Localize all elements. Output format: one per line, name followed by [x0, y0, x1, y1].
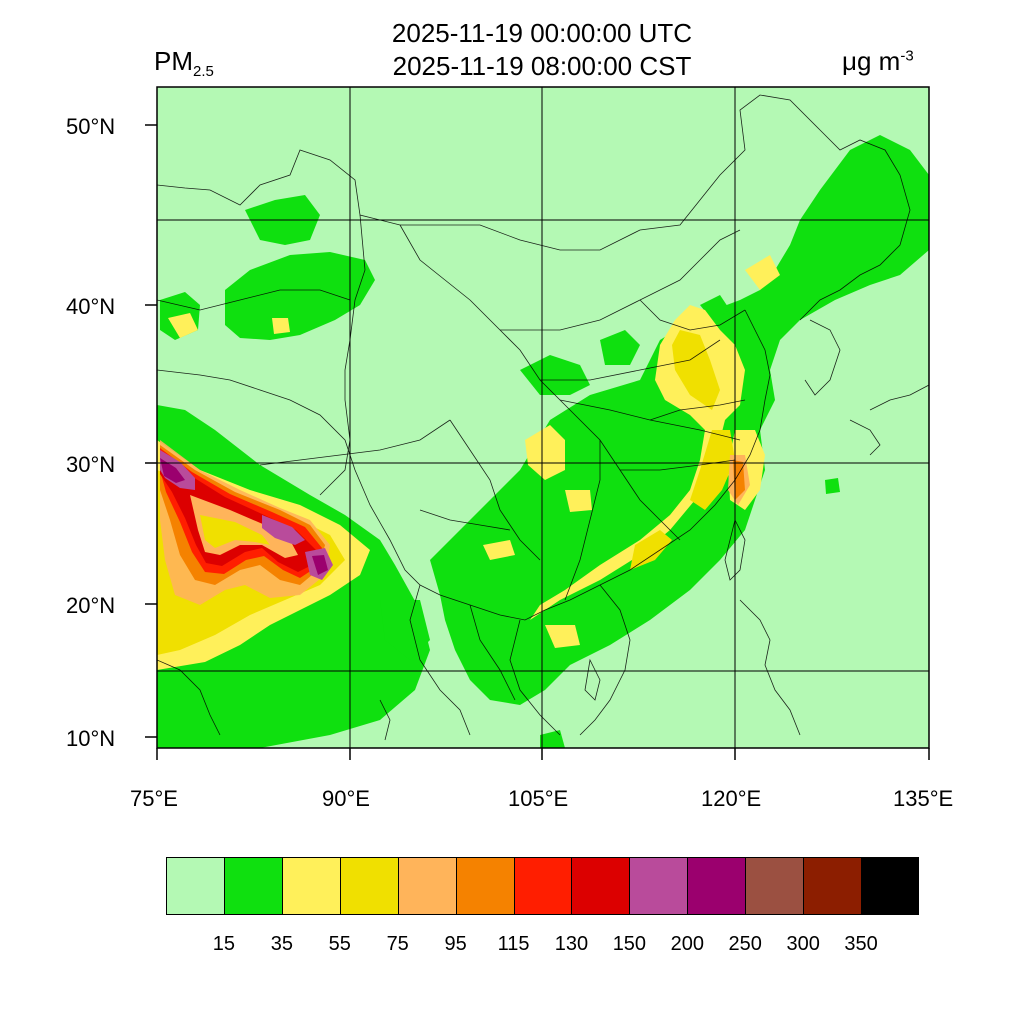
- colorbar-swatch: [861, 857, 920, 915]
- title-utc: 2025-11-19 00:00:00 UTC: [391, 18, 693, 48]
- colorbar-label: 15: [212, 933, 236, 955]
- colorbar-swatch: [687, 857, 746, 915]
- lat-label-20: 20°N: [66, 593, 116, 618]
- colorbar-swatch: [745, 857, 804, 915]
- units-label: μg m-3: [842, 48, 914, 74]
- colorbar-label: 75: [386, 933, 409, 955]
- colorbar-label: 250: [728, 933, 762, 955]
- colorbar-label: 200: [670, 933, 704, 955]
- colorbar-swatch: [339, 857, 399, 915]
- axis-ticks: [145, 124, 930, 760]
- colorbar-label: 55: [328, 933, 351, 955]
- colorbar-label: 350: [844, 933, 878, 955]
- units-superscript: -3: [900, 47, 914, 65]
- colorbar-label: 115: [497, 933, 530, 955]
- level-darkpurple-regions: [160, 458, 328, 575]
- lon-label-75: 75°E: [130, 786, 178, 811]
- colorbar-swatch: [571, 857, 630, 915]
- lat-label-10: 10°N: [66, 726, 116, 751]
- map-frame: [156, 86, 930, 749]
- colorbar-label: 300: [786, 933, 820, 955]
- lat-label-40: 40°N: [66, 294, 116, 319]
- lon-label-120: 120°E: [701, 786, 762, 811]
- colorbar-swatch: [397, 857, 457, 915]
- graticule: [157, 87, 929, 748]
- lon-label-105: 105°E: [508, 786, 569, 811]
- variable-subscript: 2.5: [193, 63, 214, 81]
- colorbar-swatch: [223, 857, 283, 915]
- colorbar-swatch: [166, 857, 225, 915]
- lon-label-135: 135°E: [893, 786, 954, 811]
- variable-label: PM2.5: [154, 48, 214, 79]
- colorbar-label: 35: [270, 933, 293, 955]
- level-inner-yellow-regions: [200, 515, 270, 548]
- colorbar-label: 150: [612, 933, 647, 955]
- title-cst: 2025-11-19 08:00:00 CST: [392, 51, 692, 81]
- lat-label-30: 30°N: [66, 452, 116, 477]
- colorbar-swatch: [803, 857, 862, 915]
- boundaries: [157, 94, 929, 741]
- lon-label-90: 90°E: [322, 786, 370, 811]
- colorbar-swatch: [629, 857, 688, 915]
- colorbar-label: 95: [444, 933, 467, 955]
- colorbar-swatch: [513, 857, 572, 915]
- units-text: μg m: [842, 46, 901, 76]
- variable-name: PM: [154, 46, 193, 76]
- colorbar-label: 130: [554, 933, 589, 955]
- colorbar-swatch: [455, 857, 515, 915]
- lat-label-50: 50°N: [66, 114, 116, 139]
- colorbar-swatch: [281, 857, 341, 915]
